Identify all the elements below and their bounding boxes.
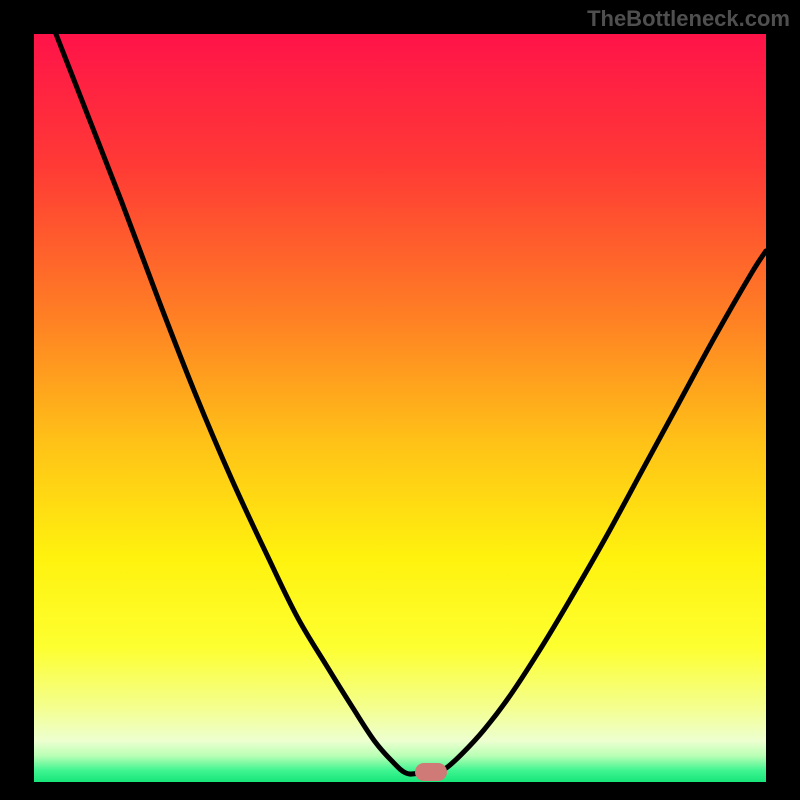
optimum-marker — [415, 763, 447, 781]
chart-container: TheBottleneck.com — [0, 0, 800, 800]
watermark-text: TheBottleneck.com — [587, 6, 790, 32]
curve-path — [56, 34, 766, 774]
plot-area — [34, 34, 766, 782]
bottleneck-curve — [34, 34, 766, 782]
